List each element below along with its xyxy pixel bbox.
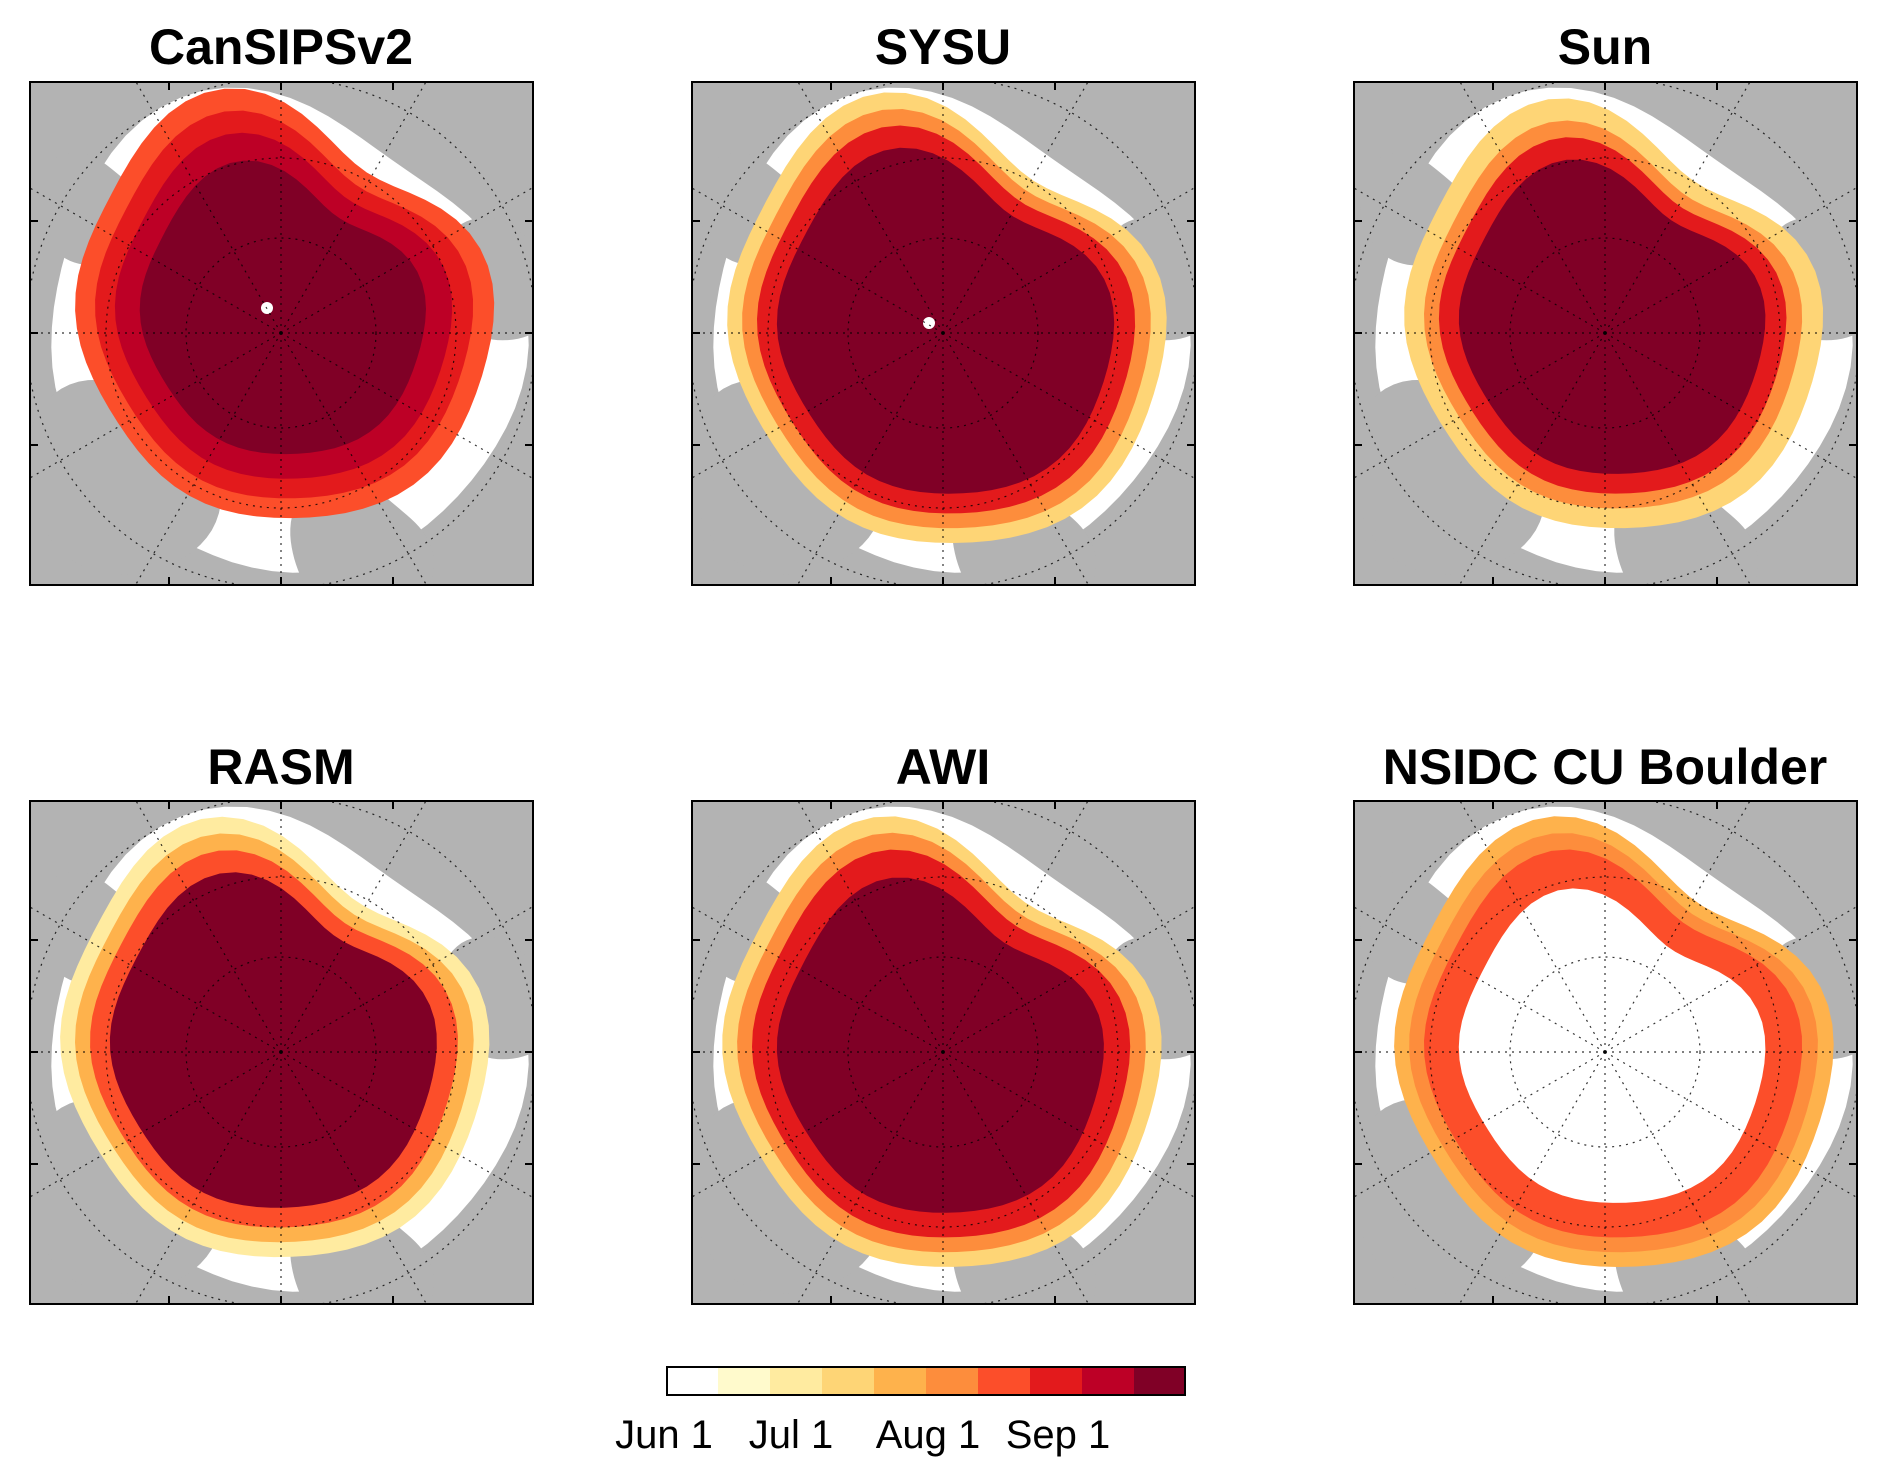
- retreat-band: [776, 147, 1115, 494]
- colorbar-swatch: [822, 1366, 875, 1396]
- retreat-band: [776, 877, 1104, 1213]
- colorbar-swatch: [666, 1366, 719, 1396]
- colorbar-label-aug1: Aug 1: [875, 1413, 981, 1457]
- colorbar-swatch: [1134, 1366, 1187, 1396]
- map-content: [1353, 800, 1858, 1305]
- no-data-region: [1476, 937, 1738, 1199]
- colorbar-label-sep1: Sep 1: [1005, 1413, 1111, 1457]
- map-panel-sysu: [691, 81, 1196, 586]
- colorbar-border: [666, 1366, 1186, 1396]
- map-frame: [691, 800, 1196, 1305]
- colorbar: [666, 1366, 1187, 1396]
- colorbar-swatch: [978, 1366, 1031, 1396]
- map-content: [691, 800, 1196, 1305]
- colorbar-swatch: [1082, 1366, 1135, 1396]
- retreat-band: [109, 872, 437, 1208]
- map-content: [29, 800, 534, 1305]
- map-panel-rasm: [29, 800, 534, 1305]
- panel-title-awi: AWI: [895, 739, 991, 795]
- map-frame: [1353, 800, 1858, 1305]
- map-panel-nsidc: [1353, 800, 1858, 1305]
- map-content: [691, 81, 1196, 586]
- graticule-circle: [185, 956, 377, 1148]
- panel-title-nsidc-cu-boulder: NSIDC CU Boulder: [1382, 739, 1828, 795]
- map-panel-sun: [1353, 81, 1858, 586]
- graticule-circle: [1509, 956, 1701, 1148]
- colorbar-label-jun1: Jun 1: [615, 1413, 713, 1457]
- map-frame: [691, 81, 1196, 586]
- map-panel-awi: [691, 800, 1196, 1305]
- panel-title-sysu: SYSU: [874, 19, 1012, 75]
- pole-hole: [923, 317, 935, 329]
- map-content: [1353, 81, 1858, 586]
- colorbar-label-jul1: Jul 1: [748, 1413, 834, 1457]
- graticule-circle: [847, 956, 1039, 1148]
- panel-title-rasm: RASM: [207, 739, 355, 795]
- retreat-band: [139, 160, 426, 455]
- graticule-circle: [185, 237, 377, 429]
- colorbar-swatch: [770, 1366, 823, 1396]
- colorbar-swatch: [718, 1366, 771, 1396]
- graticule-circle: [847, 237, 1039, 429]
- panel-title-sun: Sun: [1557, 19, 1653, 75]
- graticule-circle: [1509, 237, 1701, 429]
- colorbar-swatch: [1030, 1366, 1083, 1396]
- map-content: [29, 81, 534, 586]
- map-frame: [1353, 81, 1858, 586]
- retreat-band: [1458, 159, 1766, 474]
- colorbar-swatch: [874, 1366, 927, 1396]
- map-panel-cansipsv2: [29, 81, 534, 586]
- colorbar-swatch: [926, 1366, 979, 1396]
- map-frame: [29, 800, 534, 1305]
- map-frame: [29, 81, 534, 586]
- panel-title-cansipsv2: CanSIPSv2: [148, 19, 413, 75]
